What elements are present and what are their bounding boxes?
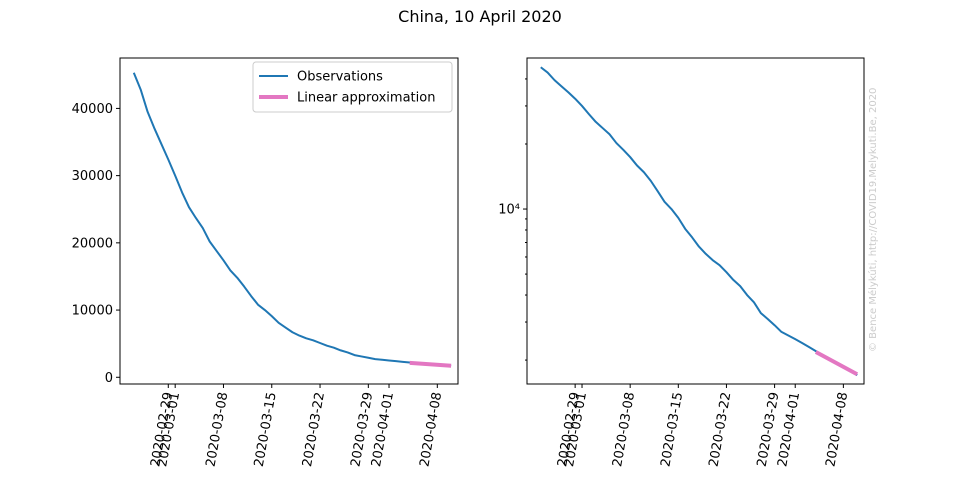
y-tick-label: 10⁴ bbox=[498, 203, 520, 218]
x-tick-label: 2020-03-08 bbox=[610, 391, 638, 468]
y-tick-label: 20000 bbox=[72, 236, 113, 251]
axes-frame bbox=[526, 57, 865, 385]
x-tick-label: 2020-03-22 bbox=[300, 391, 328, 468]
x-tick-label: 2020-04-08 bbox=[823, 391, 851, 468]
y-tick-label: 40000 bbox=[72, 102, 113, 117]
figure-title: China, 10 April 2020 bbox=[398, 7, 562, 26]
axes-frame bbox=[119, 57, 459, 385]
y-tick-label: 0 bbox=[105, 371, 113, 386]
legend-label-linear-approximation: Linear approximation bbox=[297, 91, 435, 106]
x-tick-label: 2020-03-15 bbox=[252, 391, 280, 468]
legend-label-observations: Observations bbox=[297, 70, 383, 85]
copyright-watermark: © Bence Mélykúti, http://COVID19.Melykut… bbox=[867, 88, 879, 352]
y-tick-label: 30000 bbox=[72, 169, 113, 184]
x-tick-label: 2020-03-08 bbox=[204, 391, 232, 468]
x-tick-label: 2020-03-15 bbox=[658, 391, 686, 468]
legend: Observations Linear approximation bbox=[252, 61, 453, 113]
linear-approximation-line bbox=[409, 360, 452, 368]
x-tick-label: 2020-03-22 bbox=[706, 391, 734, 468]
legend-box bbox=[252, 61, 453, 113]
y-tick-label: 10000 bbox=[72, 304, 113, 319]
observations-line bbox=[540, 66, 858, 377]
x-tick-label: 2020-04-08 bbox=[417, 391, 445, 468]
observations-line bbox=[132, 72, 452, 367]
linear-approximation-line bbox=[814, 350, 859, 376]
